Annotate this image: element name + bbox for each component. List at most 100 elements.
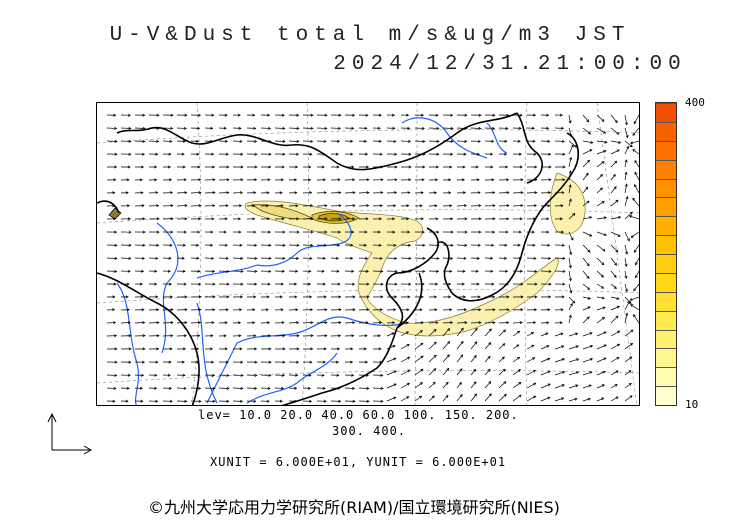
wind-vector-head	[365, 152, 369, 156]
wind-vector	[610, 257, 617, 266]
wind-vector-head	[569, 251, 573, 256]
wind-vector-head	[268, 139, 272, 143]
wind-vector-head	[632, 197, 636, 201]
wind-vector-head	[366, 295, 370, 299]
wind-vector-head	[433, 368, 437, 372]
wind-vector-head	[126, 282, 130, 286]
wind-vector-head	[323, 295, 327, 299]
map-title: U-V&Dust total m/s&ug/m3 JST	[109, 24, 631, 47]
wind-vector-head	[296, 139, 300, 143]
wind-vector	[582, 216, 592, 220]
wind-vector	[634, 172, 639, 181]
wind-vector-head	[561, 243, 565, 247]
wind-vector-head	[460, 354, 464, 358]
wind-vector-head	[309, 360, 313, 364]
wind-vector-head	[519, 217, 523, 221]
wind-vector-head	[600, 274, 604, 278]
wind-vector	[568, 315, 572, 324]
wind-vector	[442, 368, 450, 376]
wind-vector-head	[167, 269, 171, 273]
wind-vector	[484, 393, 492, 402]
wind-vector	[568, 333, 578, 337]
wind-vector-head	[142, 230, 146, 234]
wind-vector-head	[629, 298, 633, 301]
wind-vector-head	[310, 243, 314, 247]
wind-vector-head	[545, 332, 549, 336]
wind-vector-head	[589, 233, 593, 237]
wind-vector-head	[281, 217, 285, 221]
wind-vector-head	[445, 394, 449, 398]
wind-vector	[400, 331, 409, 337]
wind-vector-head	[568, 170, 572, 174]
wind-vector-head	[463, 256, 467, 260]
wind-vector	[624, 196, 628, 207]
wind-vector-head	[533, 382, 537, 386]
wind-vector-head	[562, 256, 566, 260]
wind-vector-head	[434, 308, 438, 312]
wind-vector-head	[280, 386, 285, 390]
wind-vector-head	[156, 308, 160, 312]
wind-vector-head	[516, 344, 520, 348]
wind-vector-head	[337, 282, 341, 286]
wind-vector	[470, 369, 476, 376]
wind-vector-head	[182, 165, 186, 169]
wind-vector	[596, 357, 607, 363]
wind-vector	[624, 296, 632, 304]
wind-vector-head	[406, 217, 410, 221]
wind-vector-head	[572, 300, 576, 304]
wind-vector-head	[127, 165, 131, 169]
wind-vector	[624, 370, 632, 376]
wind-vector-head	[603, 344, 607, 348]
wind-vector-head	[548, 282, 552, 286]
wind-vector-head	[559, 113, 564, 117]
wind-vector-head	[254, 347, 258, 351]
colorbar-band	[656, 121, 676, 141]
wind-vector-head	[505, 230, 509, 234]
wind-vector	[610, 186, 617, 194]
wind-vector	[414, 342, 424, 350]
wind-vector-head	[254, 256, 258, 260]
wind-vector-head	[464, 139, 468, 143]
wind-vector	[596, 140, 607, 143]
wind-vector-head	[210, 139, 214, 143]
wind-vector-head	[282, 230, 286, 234]
wind-vector-head	[352, 386, 356, 390]
wind-vector-head	[366, 178, 370, 182]
wind-vector-head	[568, 314, 572, 318]
wind-vector	[582, 231, 592, 237]
wind-vector	[624, 146, 629, 155]
wind-vector-head	[629, 141, 634, 145]
wind-vector-head	[575, 371, 580, 375]
wind-vector	[540, 370, 551, 376]
wind-vector-head	[447, 328, 451, 332]
wind-vector-head	[546, 126, 550, 130]
wind-vector-head	[114, 152, 118, 156]
wind-vector-head	[366, 386, 370, 390]
wind-vector-head	[365, 269, 369, 273]
wind-vector-head	[588, 384, 592, 388]
wind-vector-head	[112, 295, 116, 299]
wind-vector	[428, 354, 437, 363]
wind-vector-head	[324, 217, 328, 221]
wind-vector-head	[352, 204, 356, 208]
wind-vector-head	[603, 357, 607, 361]
wind-vector-head	[435, 269, 440, 273]
wind-vector-head	[352, 191, 356, 195]
wind-vector-head	[380, 178, 384, 182]
wind-vector-head	[310, 126, 314, 130]
wind-vector-head	[408, 152, 412, 156]
wind-vector-head	[436, 139, 440, 143]
wind-vector-head	[154, 282, 158, 286]
wind-vector-head	[226, 386, 230, 390]
wind-vector-head	[307, 386, 312, 390]
wind-vector	[414, 382, 423, 389]
wind-vector-head	[128, 256, 132, 260]
wind-vector-head	[534, 191, 538, 195]
wind-vector	[634, 184, 639, 194]
wind-vector-head	[211, 113, 215, 117]
wind-vector-head	[114, 230, 118, 234]
wind-vector-head	[281, 165, 285, 169]
wind-vector-head	[548, 178, 552, 182]
wind-vector-head	[184, 308, 188, 312]
wind-vector-head	[365, 321, 369, 325]
